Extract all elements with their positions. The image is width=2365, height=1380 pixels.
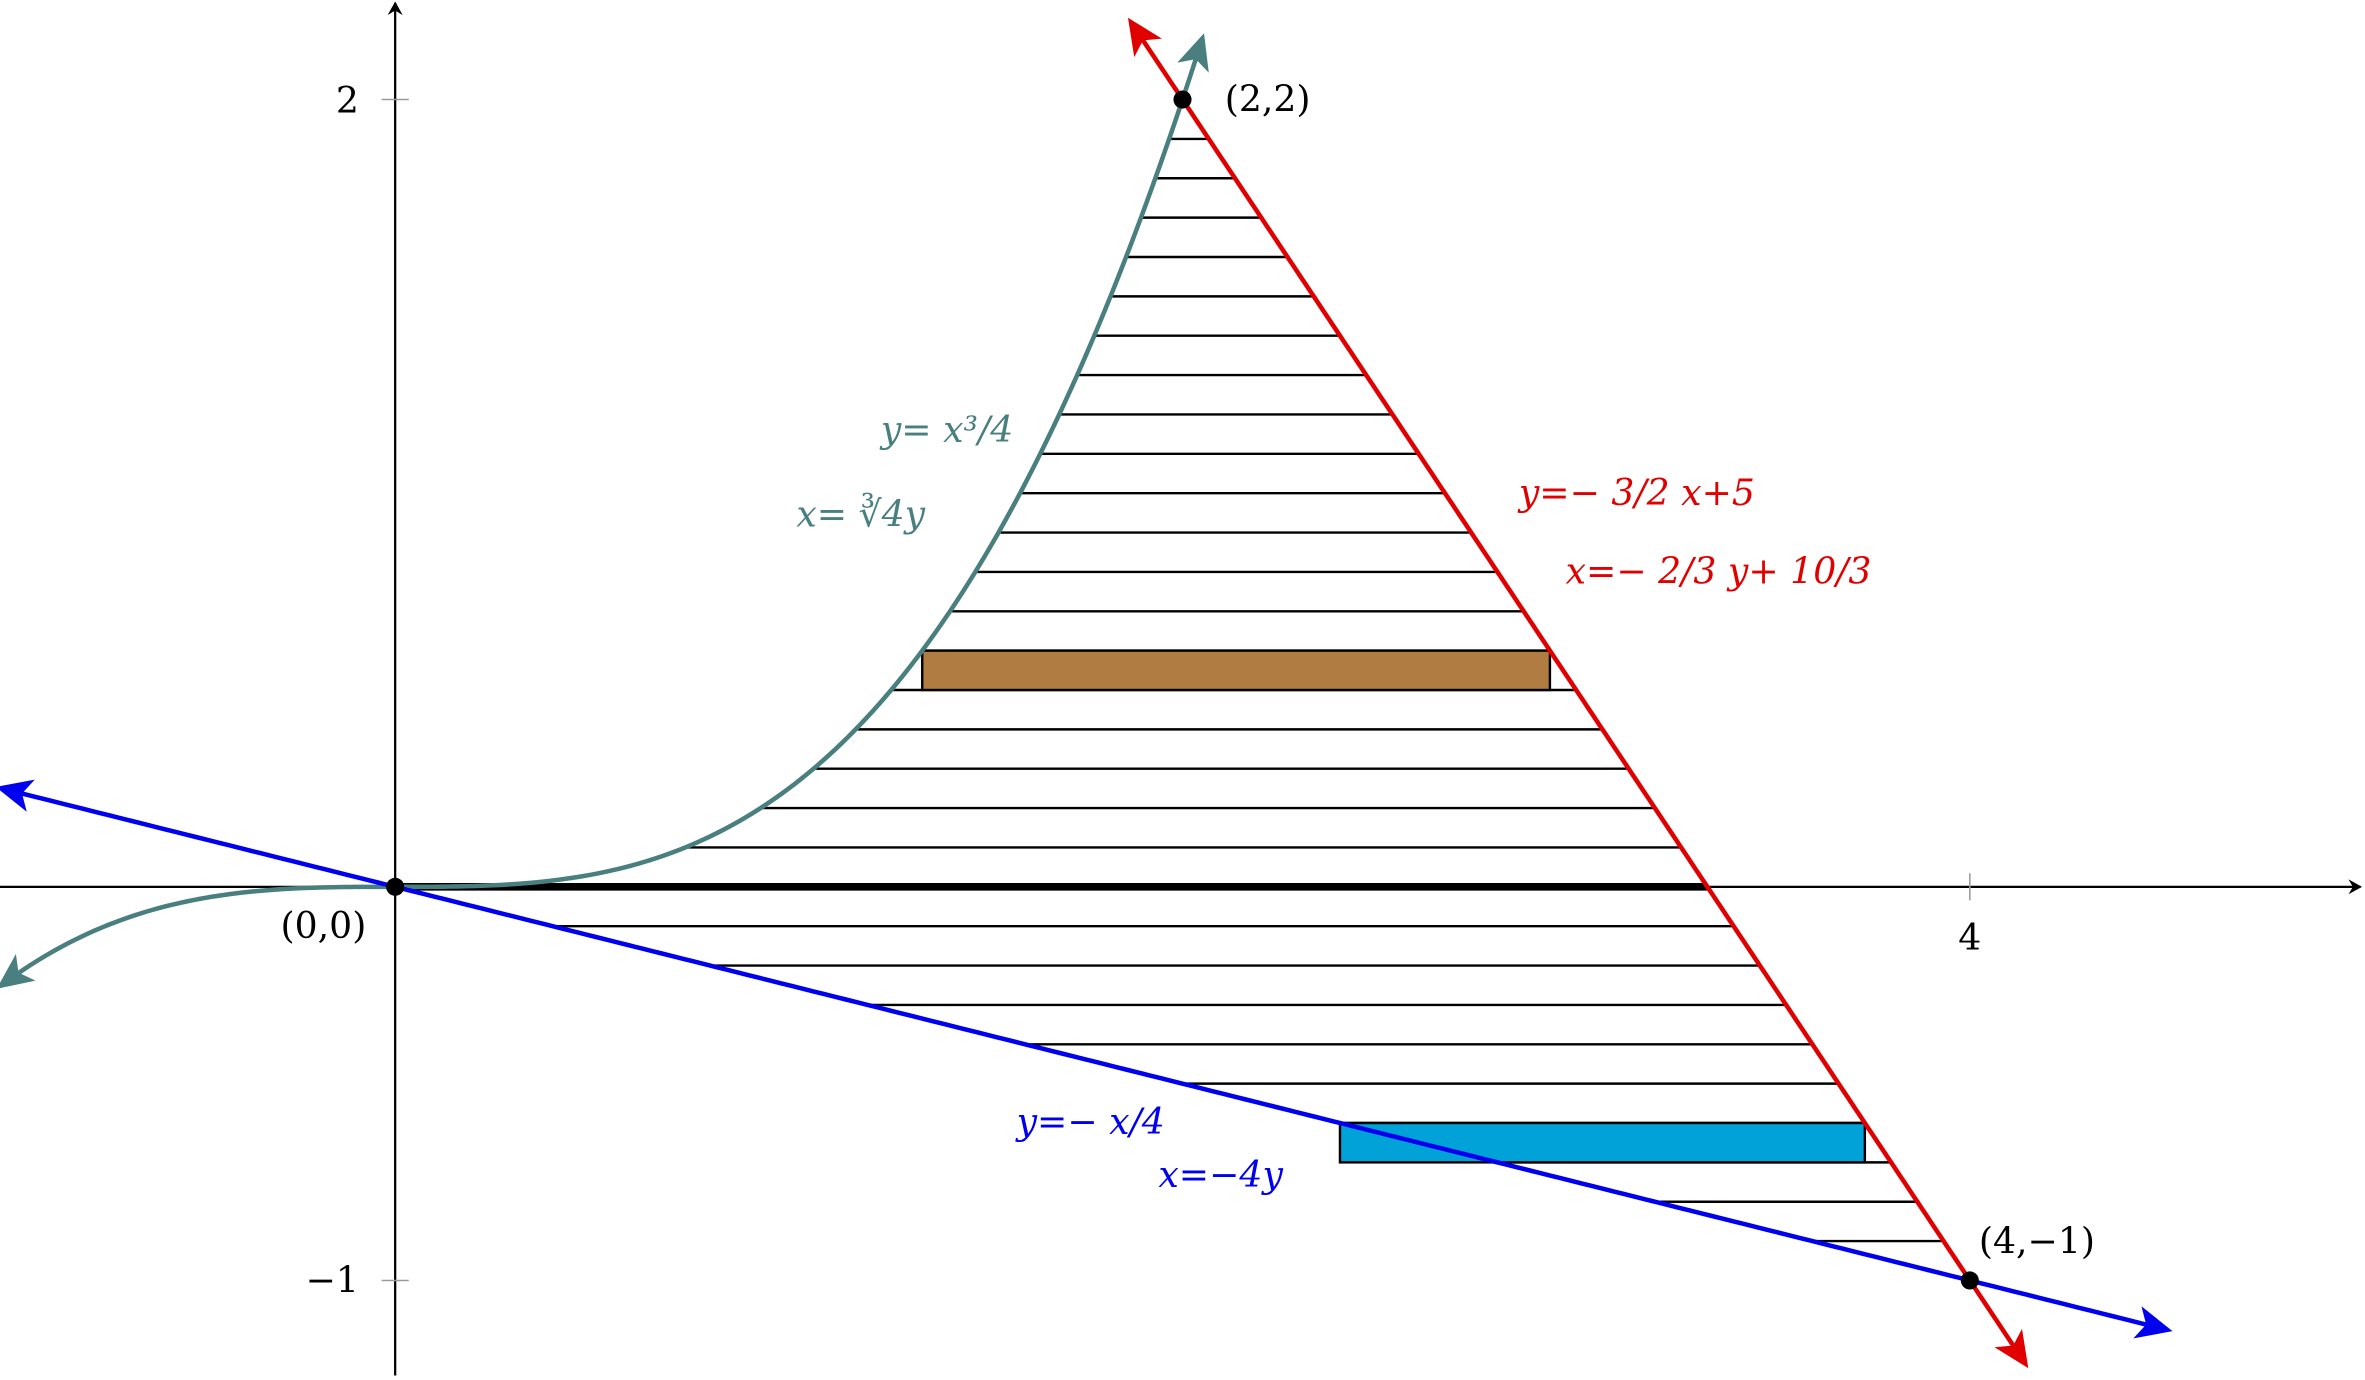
point-label-origin: (0,0) [281, 904, 367, 947]
red-line-label-y: y=− 3/2 x+5 [1517, 471, 1755, 514]
points [386, 90, 1979, 1290]
x-tick-label-4: 4 [1958, 916, 1981, 959]
curves [0, 17, 2173, 1369]
cubic-label-x: x= ∛4y [796, 492, 925, 535]
y-tick-label-neg1: −1 [306, 1259, 359, 1302]
curve-2 [0, 779, 2173, 1339]
strips [921, 649, 1867, 1164]
point-label-4-neg1: (4,−1) [1979, 1219, 2095, 1262]
y-tick-label-2: 2 [336, 79, 359, 122]
point-dot [1173, 90, 1192, 109]
blue-line-label-x: x=−4y [1158, 1153, 1283, 1196]
curve-0 [0, 33, 1209, 989]
point-dot [386, 877, 405, 896]
red-line-label-x: x=− 2/3 y+ 10/3 [1566, 550, 1872, 593]
strip-rect [921, 649, 1552, 692]
point-dot [1960, 1271, 1979, 1290]
point-label-2-2: (2,2) [1225, 78, 1311, 121]
blue-line-label-y: y=− x/4 [1015, 1100, 1165, 1143]
cubic-label-y: y= x³/4 [879, 408, 1013, 451]
